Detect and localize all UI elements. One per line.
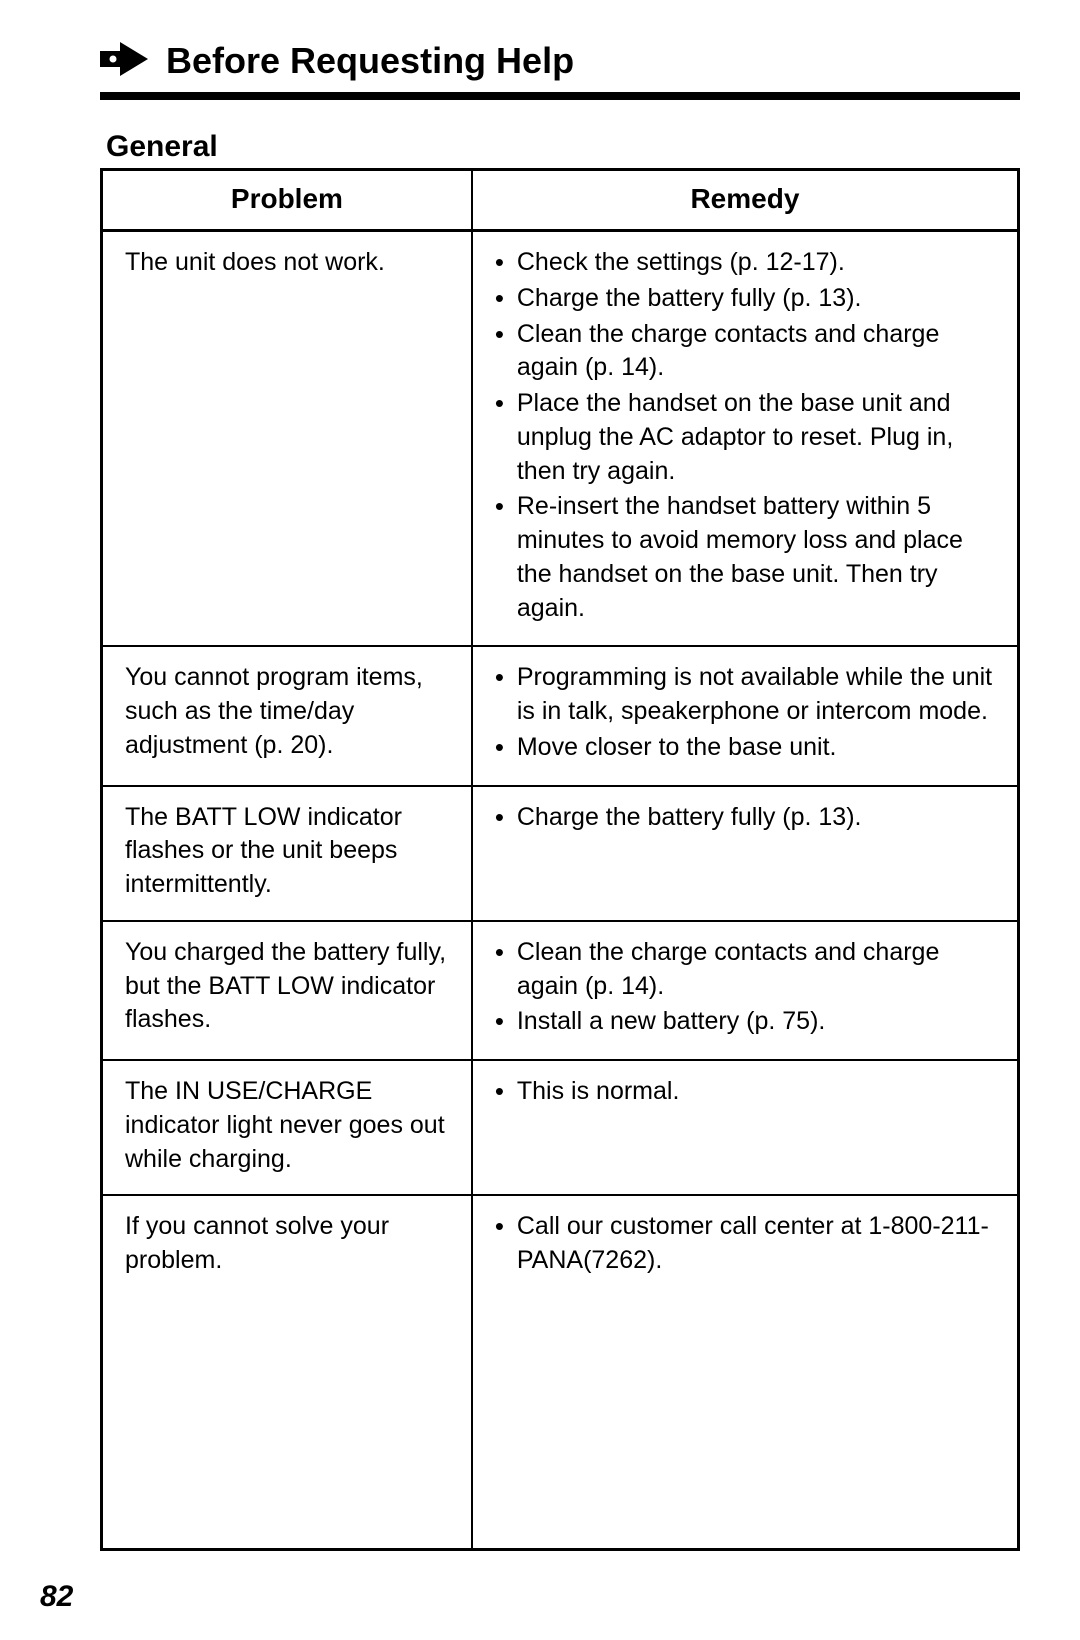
problem-cell: The BATT LOW indicator flashes or the un… bbox=[102, 786, 472, 921]
remedy-cell: This is normal. bbox=[472, 1060, 1019, 1195]
remedy-item: Clean the charge contacts and charge aga… bbox=[495, 318, 999, 386]
heading-row: Before Requesting Help bbox=[100, 40, 1020, 82]
remedy-cell: Charge the battery fully (p. 13). bbox=[472, 786, 1019, 921]
table-row: The unit does not work. Check the settin… bbox=[102, 231, 1019, 647]
remedy-item: Move closer to the base unit. bbox=[495, 731, 999, 765]
arrow-right-icon bbox=[100, 42, 148, 81]
table-row: You cannot program items, such as the ti… bbox=[102, 646, 1019, 785]
remedy-list: This is normal. bbox=[495, 1075, 999, 1109]
heading-rule bbox=[100, 92, 1020, 100]
remedy-item: This is normal. bbox=[495, 1075, 999, 1109]
column-header-remedy: Remedy bbox=[472, 170, 1019, 231]
remedy-item: Call our customer call center at 1-800-2… bbox=[495, 1210, 999, 1278]
column-header-problem: Problem bbox=[102, 170, 472, 231]
problem-cell: If you cannot solve your problem. bbox=[102, 1195, 472, 1550]
remedy-item: Re-insert the handset battery within 5 m… bbox=[495, 490, 999, 625]
remedy-cell: Check the settings (p. 12-17). Charge th… bbox=[472, 231, 1019, 647]
remedy-item: Programming is not available while the u… bbox=[495, 661, 999, 729]
table-header-row: Problem Remedy bbox=[102, 170, 1019, 231]
section-subheading: General bbox=[106, 130, 1020, 164]
remedy-item: Check the settings (p. 12-17). bbox=[495, 246, 999, 280]
problem-cell: You charged the battery fully, but the B… bbox=[102, 921, 472, 1060]
remedy-cell: Clean the charge contacts and charge aga… bbox=[472, 921, 1019, 1060]
problem-cell: You cannot program items, such as the ti… bbox=[102, 646, 472, 785]
remedy-cell: Programming is not available while the u… bbox=[472, 646, 1019, 785]
remedy-list: Charge the battery fully (p. 13). bbox=[495, 801, 999, 835]
remedy-item: Place the handset on the base unit and u… bbox=[495, 387, 999, 488]
remedy-item: Clean the charge contacts and charge aga… bbox=[495, 936, 999, 1004]
remedy-list: Check the settings (p. 12-17). Charge th… bbox=[495, 246, 999, 625]
remedy-list: Call our customer call center at 1-800-2… bbox=[495, 1210, 999, 1278]
problem-cell: The unit does not work. bbox=[102, 231, 472, 647]
remedy-item: Charge the battery fully (p. 13). bbox=[495, 801, 999, 835]
remedy-cell: Call our customer call center at 1-800-2… bbox=[472, 1195, 1019, 1550]
table-row: The IN USE/CHARGE indicator light never … bbox=[102, 1060, 1019, 1195]
remedy-list: Clean the charge contacts and charge aga… bbox=[495, 936, 999, 1039]
remedy-list: Programming is not available while the u… bbox=[495, 661, 999, 764]
table-row: The BATT LOW indicator flashes or the un… bbox=[102, 786, 1019, 921]
remedy-item: Install a new battery (p. 75). bbox=[495, 1005, 999, 1039]
page-heading: Before Requesting Help bbox=[166, 40, 574, 82]
table-row: If you cannot solve your problem. Call o… bbox=[102, 1195, 1019, 1550]
table-row: You charged the battery fully, but the B… bbox=[102, 921, 1019, 1060]
problem-cell: The IN USE/CHARGE indicator light never … bbox=[102, 1060, 472, 1195]
page-number: 82 bbox=[40, 1580, 73, 1614]
remedy-item: Charge the battery fully (p. 13). bbox=[495, 282, 999, 316]
troubleshoot-table: Problem Remedy The unit does not work. C… bbox=[100, 168, 1020, 1551]
page: Before Requesting Help General Problem R… bbox=[0, 0, 1080, 1640]
